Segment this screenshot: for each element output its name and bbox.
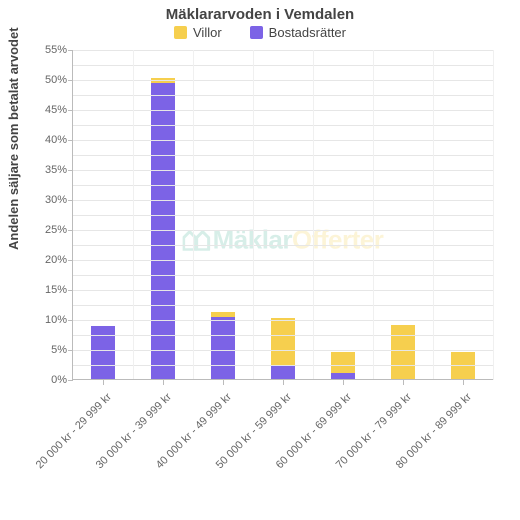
y-tick-label: 0%: [51, 374, 73, 386]
legend-swatch-bostadsratter: [250, 26, 263, 39]
gridline-h: [73, 260, 493, 261]
y-tick-label: 30%: [45, 194, 73, 206]
gridline-h: [73, 275, 493, 276]
gridline-h: [73, 155, 493, 156]
gridline-h: [73, 185, 493, 186]
gridline-h: [73, 50, 493, 51]
y-tick-label: 20%: [45, 254, 73, 266]
gridline-h: [73, 125, 493, 126]
legend-item-villor: Villor: [174, 25, 222, 40]
legend: Villor Bostadsrätter: [0, 25, 520, 40]
legend-label-villor: Villor: [193, 25, 222, 40]
legend-label-bostadsratter: Bostadsrätter: [269, 25, 346, 40]
bar-villor: [451, 352, 475, 380]
gridline-h: [73, 365, 493, 366]
gridline-h: [73, 335, 493, 336]
y-tick-label: 50%: [45, 74, 73, 86]
legend-swatch-villor: [174, 26, 187, 39]
gridline-h: [73, 65, 493, 66]
y-tick-label: 5%: [51, 344, 73, 356]
plot-area: MäklarOfferter 0%5%10%15%20%25%30%35%40%…: [72, 50, 493, 380]
gridline-h: [73, 140, 493, 141]
y-tick-label: 55%: [45, 44, 73, 56]
legend-item-bostadsratter: Bostadsrätter: [250, 25, 346, 40]
gridline-h: [73, 305, 493, 306]
gridline-h: [73, 350, 493, 351]
bar-bostadsratter: [331, 373, 355, 380]
gridline-h: [73, 230, 493, 231]
gridline-h: [73, 170, 493, 171]
y-tick-label: 25%: [45, 224, 73, 236]
y-axis-label: Andelen säljare som betalat arvodet: [6, 27, 21, 250]
gridline-h: [73, 290, 493, 291]
gridline-h: [73, 110, 493, 111]
y-tick-label: 35%: [45, 164, 73, 176]
gridline-v: [373, 50, 374, 380]
bar-villor: [331, 352, 355, 373]
gridline-h: [73, 215, 493, 216]
bar-villor: [211, 312, 235, 317]
gridline-v: [133, 50, 134, 380]
gridline-h: [73, 320, 493, 321]
y-tick-label: 40%: [45, 134, 73, 146]
gridline-h: [73, 200, 493, 201]
gridline-v: [493, 50, 494, 380]
gridline-h: [73, 95, 493, 96]
bar-bostadsratter: [271, 366, 295, 380]
bar-villor: [391, 325, 415, 380]
gridline-h: [73, 80, 493, 81]
gridline-v: [313, 50, 314, 380]
gridline-v: [253, 50, 254, 380]
chart-title: Mäklararvoden i Vemdalen: [0, 6, 520, 23]
y-tick-label: 10%: [45, 314, 73, 326]
gridline-h: [73, 245, 493, 246]
y-tick-label: 15%: [45, 284, 73, 296]
gridline-v: [433, 50, 434, 380]
x-axis-labels: 20 000 kr - 29 999 kr30 000 kr - 39 999 …: [72, 385, 492, 505]
gridline-v: [193, 50, 194, 380]
y-tick-label: 45%: [45, 104, 73, 116]
bar-bostadsratter: [211, 317, 235, 380]
chart-area: Andelen säljare som betalat arvodet Mäkl…: [0, 40, 520, 510]
bar-villor: [271, 318, 295, 366]
